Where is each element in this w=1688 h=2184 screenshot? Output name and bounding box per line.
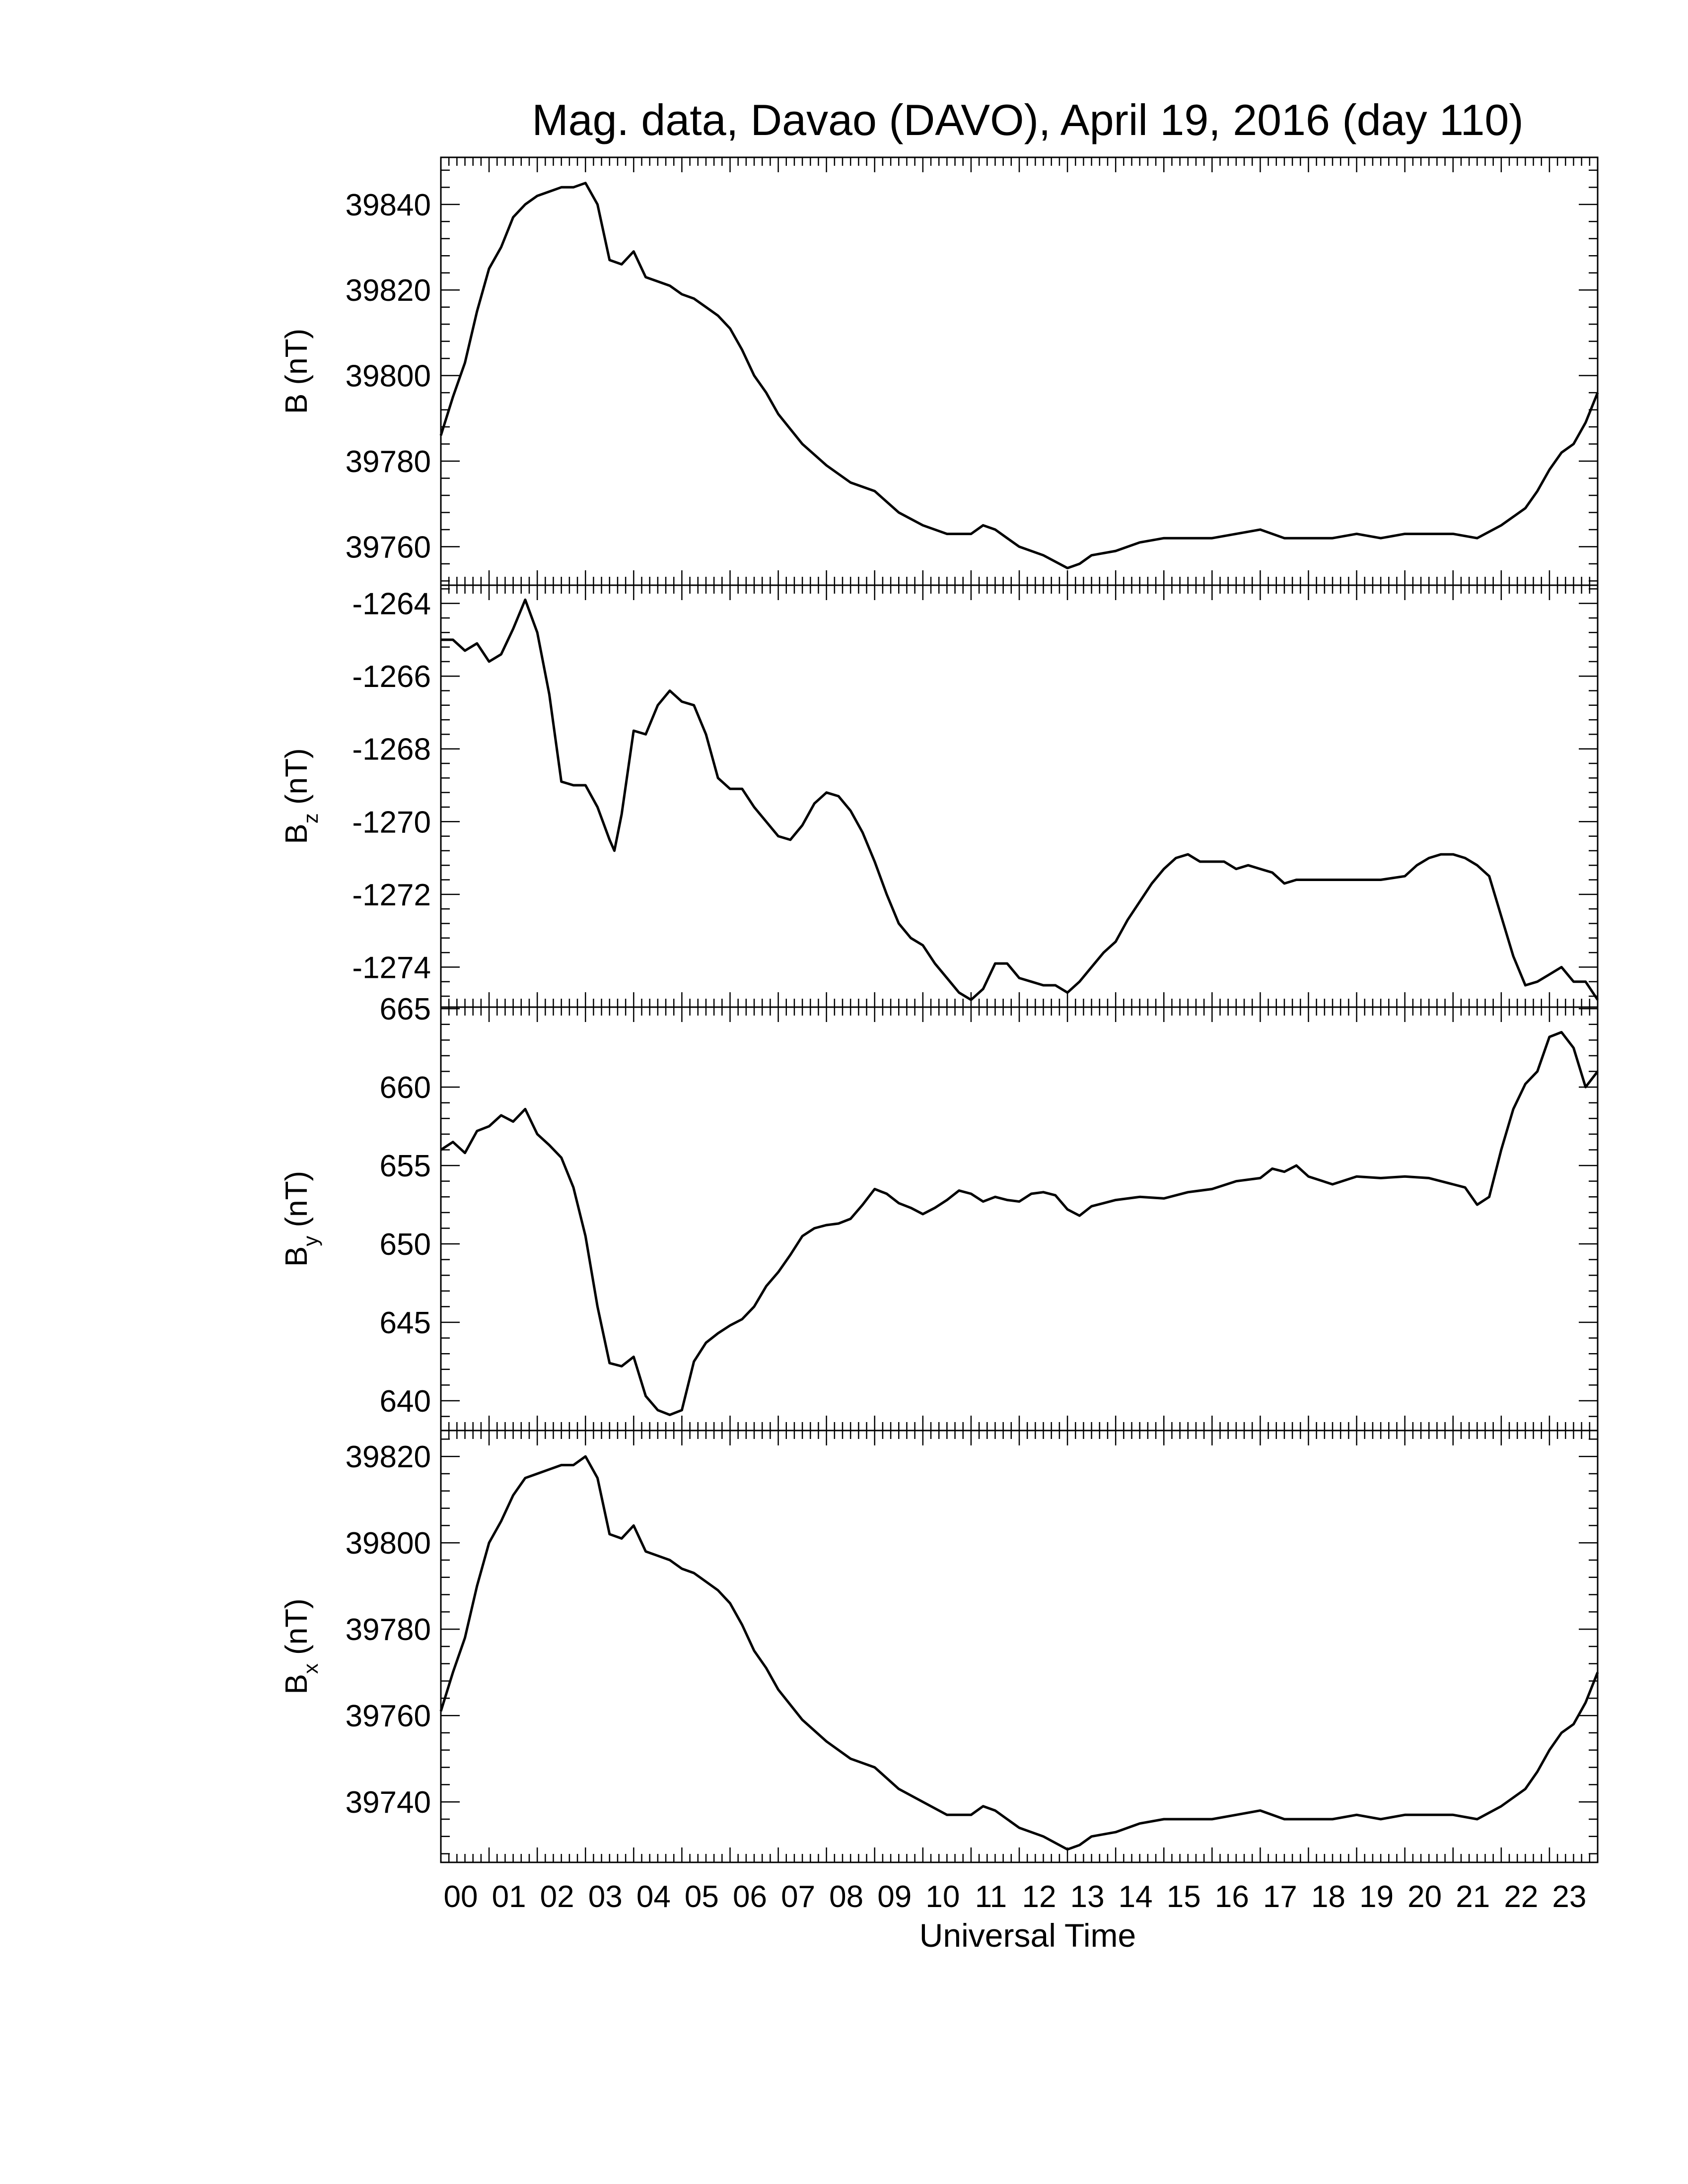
y-axis-label-unit: (nT) [280,1598,314,1663]
y-tick-label: -1266 [352,660,431,694]
y-tick-label: 39800 [346,359,431,394]
x-tick-label: 11 [975,1880,1007,1914]
y-tick-label: -1274 [352,951,431,985]
series-line-by [440,1031,1599,1416]
y-tick-label: -1264 [352,587,431,621]
panel-bz: -1264 -1266 -1268 -1270 -1272 -1274 Bz (nT) [280,584,1599,1008]
y-axis-label: B (nT) [280,329,314,414]
y-tick-label: 39760 [346,530,431,564]
x-tick-label: 08 [829,1880,863,1914]
y-tick-label: -1270 [352,805,431,839]
x-tick-label: 14 [1119,1880,1153,1914]
y-axis-label: Bz (nT) [280,748,322,844]
x-tick-label: 02 [540,1880,574,1914]
x-tick-label: 17 [1263,1880,1297,1914]
y-axis-label-subscript: x [299,1663,322,1674]
x-tick-label: 15 [1167,1880,1201,1914]
x-tick-label: 07 [781,1880,815,1914]
y-axis-label-unit: (nT) [280,329,314,394]
y-tick-label: 660 [380,1071,431,1105]
x-tick-label: 21 [1456,1880,1490,1914]
x-tick-label: 09 [877,1880,912,1914]
y-axis-label-subscript: y [299,1236,322,1246]
y-axis-label-main: B [280,394,314,414]
x-tick-labels: 00 01 02 03 04 05 06 07 08 09 10 11 12 13 14 15 16 17 18 19… [444,1880,1587,1914]
y-tick-label: 39820 [346,273,431,308]
x-tick-label: 04 [636,1880,671,1914]
y-axis-label-unit: (nT) [280,748,314,813]
y-axis-label-main: B [280,1246,314,1267]
y-axis-label-main: B [280,823,314,844]
y-tick-label: 39760 [346,1699,431,1733]
panel-by: 640 645 650 655 660 665 By (nT) [280,992,1599,1432]
x-tick-label: 20 [1407,1880,1442,1914]
y-tick-label: 39780 [346,445,431,479]
x-tick-label: 16 [1215,1880,1249,1914]
y-axis-label: Bx (nT) [280,1598,322,1694]
y-axis-label-main: B [280,1674,314,1694]
x-tick-label: 01 [492,1880,526,1914]
series-line-bx [439,1455,1599,1851]
x-tick-label: 05 [685,1880,719,1914]
x-tick-label: 13 [1070,1880,1105,1914]
series-line-b [439,182,1599,569]
series-line-bz [441,598,1599,1001]
x-tick-label: 10 [925,1880,960,1914]
y-tick-label: 39800 [346,1526,431,1561]
y-tick-label: 39820 [346,1440,431,1474]
y-tick-label: -1272 [352,878,431,912]
x-tick-label: 23 [1552,1880,1586,1914]
y-tick-label: 39740 [346,1785,431,1820]
y-axis-label: By (nT) [280,1171,322,1267]
y-tick-label: 645 [380,1306,431,1340]
x-tick-label: 03 [588,1880,623,1914]
y-tick-label: 39840 [346,188,431,222]
y-tick-label: -1268 [352,733,431,767]
y-tick-label: 665 [380,992,431,1026]
x-tick-label: 00 [444,1880,478,1914]
y-tick-label: 650 [380,1228,431,1262]
y-tick-label: 655 [380,1149,431,1183]
x-tick-label: 19 [1359,1880,1394,1914]
y-axis-label-unit: (nT) [280,1171,314,1236]
y-tick-label: 640 [380,1384,431,1419]
x-tick-label: 06 [733,1880,767,1914]
figure-title: Mag. data, Davao (DAVO), April 19, 2016 … [532,95,1523,144]
x-axis-label: Universal Time [919,1917,1136,1954]
y-tick-label: 39780 [346,1613,431,1647]
panel-bx: 39740 39760 39780 39800 39820 Bx (nT) [280,1430,1599,1863]
panel-b: 39760 39780 39800 39820 39840 B (nT) [280,156,1599,586]
x-tick-label: 22 [1504,1880,1538,1914]
x-tick-label: 12 [1022,1880,1056,1914]
x-tick-label: 18 [1311,1880,1345,1914]
y-axis-label-subscript: z [299,813,322,823]
